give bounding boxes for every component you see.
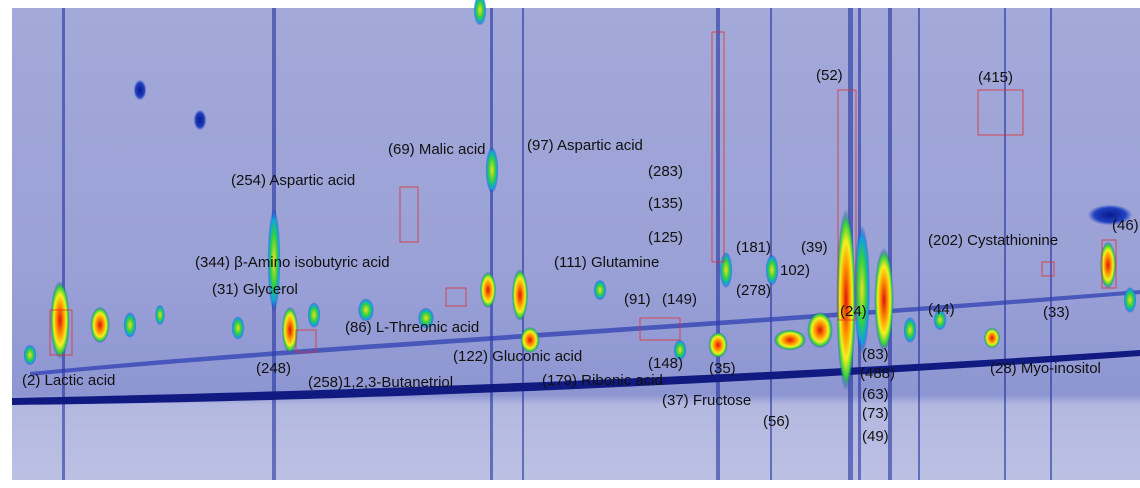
peak-label: (278) [736,282,771,299]
peak-label: (52) [816,67,843,84]
peak [836,209,856,391]
peak [774,329,806,351]
peak-label: (39) [801,239,828,256]
peak-region [1101,239,1117,289]
peak [520,327,540,353]
peak-label: (283) [648,163,683,180]
peak-label: (86) L-Threonic acid [345,319,479,336]
peak [1123,287,1137,313]
peak-label: (248) [256,360,291,377]
peak-label: (37) Fructose [662,392,751,409]
peak-region [837,89,857,321]
peak-label: (415) [978,69,1013,86]
peak [282,306,298,354]
peak-region [711,31,725,263]
peak-region [295,329,317,353]
peak [480,271,496,309]
peak [512,269,528,321]
peak [593,279,607,301]
peak [984,327,1000,349]
peak-label: (344) β-Amino isobutyric acid [195,254,390,271]
peak-label: (49) [862,428,889,445]
peak-label: (24) [840,303,867,320]
peak [50,281,70,359]
peak [485,146,499,194]
peak-label: (73) [862,405,889,422]
peak-label: (83) [862,346,889,363]
peak [358,298,374,322]
streak [62,8,65,480]
peak-label: (69) Malic acid [388,141,486,158]
peak [23,344,37,366]
peak-region [445,287,467,307]
peak [903,317,917,343]
peak-label: (148) [648,355,683,372]
streak [918,8,920,480]
peak [123,312,137,338]
peak [307,302,321,328]
streak [716,8,720,480]
signal [12,0,1140,480]
column-bleed [12,350,1140,405]
annotations: (2) Lactic acid (248) (258)1,2,3-Butanetri… [22,67,1139,445]
peak [473,0,487,26]
peak-region [1041,261,1055,277]
peak [1087,204,1133,226]
peak-label: (179) Ribonic acid [542,372,663,389]
peak-label: (2) Lactic acid [22,372,115,389]
peak [933,309,947,331]
streak [770,8,772,480]
peak-region [639,317,681,341]
peak-label: (33) [1043,304,1070,321]
peak-label: (46) [1112,217,1139,234]
peak-label: (258)1,2,3-Butanetriol [308,374,453,391]
peak [193,109,207,131]
streak [1050,8,1052,480]
peak-label: (28) Myo-inositol [990,360,1101,377]
peak-region [399,186,419,243]
peak [765,254,779,286]
streak [522,8,524,480]
peak [90,306,110,344]
peak-region [49,309,73,356]
peak-label: (254) Aspartic acid [231,172,355,189]
peak [267,208,281,312]
peak-label: (488) [860,365,895,382]
peak-label: (181) [736,239,771,256]
peak-region [977,89,1024,136]
peak-label: (56) [763,413,790,430]
peak-label: (35) [709,360,736,377]
peak-label: (135) [648,195,683,212]
peak [708,332,728,358]
peak-label: (111) Glutamine [554,254,659,271]
peak-label: (97) Aspartic acid [527,137,643,154]
peak-label: (63) [862,386,889,403]
peak-label: (202) Cystathionine [928,232,1058,249]
peak [854,225,870,355]
peak [807,311,833,349]
peak-label: (44) [928,301,955,318]
peak-label: 102) [780,262,810,279]
streak [888,8,892,480]
peak [874,248,894,352]
peak [673,339,687,361]
peak-label: (31) Glycerol [212,281,298,298]
peak [155,304,165,326]
peak [418,307,434,329]
peak-label: (125) [648,229,683,246]
streak [1004,8,1006,480]
peak-label: (149) [662,291,697,308]
peak-label: (91) [624,291,651,308]
peak [719,251,733,289]
peak [231,316,245,340]
streak [490,8,493,480]
peak-label: (122) Gluconic acid [453,348,582,365]
peak [1100,241,1116,289]
peak [133,79,147,101]
